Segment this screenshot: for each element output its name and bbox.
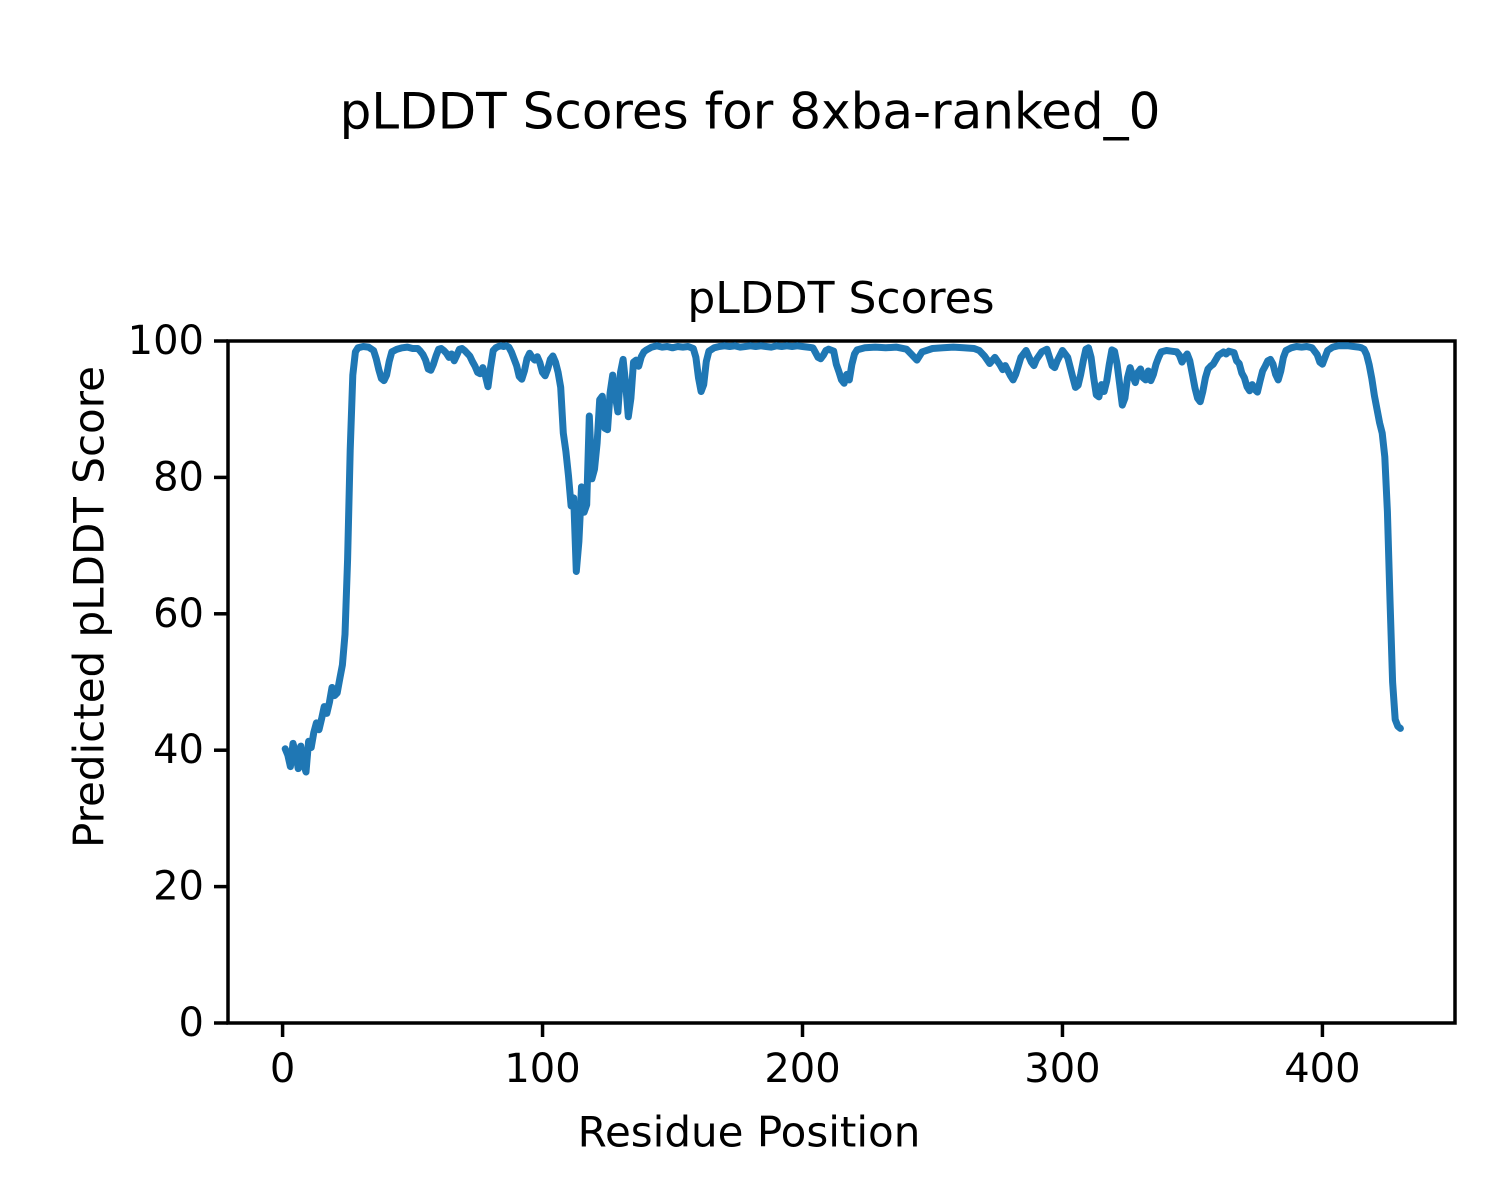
axes-title: pLDDT Scores: [687, 273, 994, 324]
y-axis-label: Predicted pLDDT Score: [65, 366, 114, 848]
y-tick-label: 80: [153, 454, 204, 500]
x-tick-label: 0: [270, 1046, 295, 1092]
plddt-line-group: [281, 342, 1404, 776]
x-tick-label: 300: [1024, 1046, 1100, 1092]
x-tick-label: 100: [504, 1046, 580, 1092]
figure-suptitle: pLDDT Scores for 8xba-ranked_0: [340, 83, 1161, 141]
y-axis-ticks: 0 20 40 60 80 100: [128, 318, 228, 1046]
y-tick-label: 40: [153, 727, 204, 773]
plot-area: [226, 339, 1457, 1025]
y-tick-label: 0: [179, 1000, 204, 1046]
y-tick-label: 100: [128, 318, 204, 364]
x-axis-ticks: 0 100 200 300 400: [270, 1023, 1361, 1092]
y-tick-label: 60: [153, 591, 204, 637]
x-tick-label: 400: [1284, 1046, 1360, 1092]
y-tick-label: 20: [153, 864, 204, 910]
plddt-line: [281, 342, 1404, 776]
x-axis-label: Residue Position: [578, 1108, 921, 1157]
x-tick-label: 200: [764, 1046, 840, 1092]
